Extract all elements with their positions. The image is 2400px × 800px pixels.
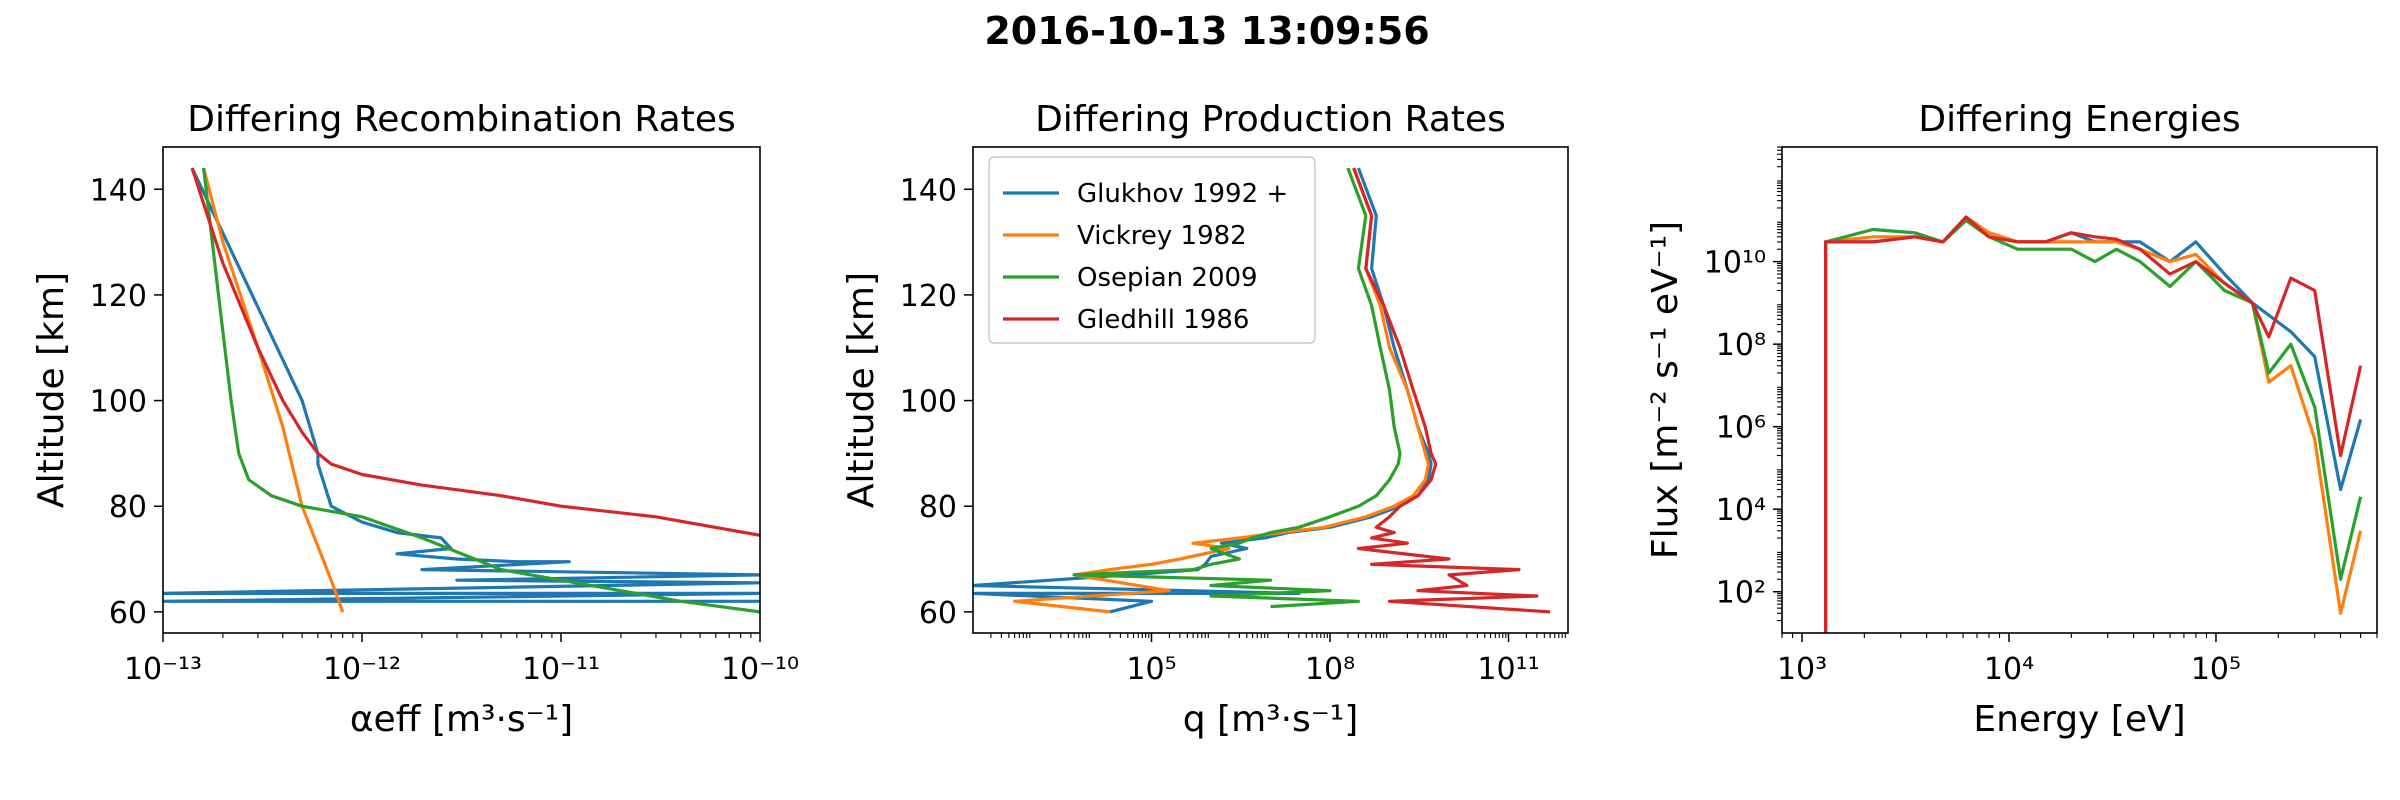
figure-title: 2016-10-13 13:09:56: [984, 9, 1429, 53]
y-tick-label: 140: [900, 173, 957, 208]
plot-frame: [1781, 146, 2378, 634]
x-tick-label: 10⁻¹¹: [522, 652, 600, 687]
plot-title: Differing Recombination Rates: [187, 99, 735, 140]
y-tick-label: 10¹⁰: [1704, 246, 1766, 281]
legend-label-glukhov-1992: Glukhov 1992 +: [1077, 179, 1288, 209]
plot-frame: [972, 146, 1569, 634]
series-line-vickrey-1982: [202, 167, 345, 613]
y-tick-label: 10⁶: [1716, 411, 1766, 446]
series-line-vickrey-1982: [1823, 215, 2363, 633]
y-axis-label: Flux [m⁻² s⁻¹ eV⁻¹]: [1645, 221, 1686, 559]
legend-box: [988, 156, 1316, 344]
y-tick-label: 120: [90, 279, 147, 314]
legend-label-vickrey-1982: Vickrey 1982: [1077, 221, 1247, 251]
y-tick-label: 100: [900, 385, 957, 420]
series-line-gledhill-1986: [1352, 167, 1551, 614]
legend-label-gledhill-1986: Gledhill 1986: [1077, 305, 1249, 335]
y-axis-label: Altitude [km]: [31, 272, 72, 508]
x-tick-label: 10⁵: [1126, 652, 1176, 687]
y-tick-label: 60: [109, 596, 147, 631]
production-rates-plot: 10⁵ 10⁸ 10¹¹ 60 80 100 120 140 Differing Product…: [841, 99, 1569, 740]
x-axis-label: q [m³·s⁻¹]: [1183, 699, 1359, 740]
x-tick-label: 10⁵: [2191, 652, 2241, 687]
series-line-osepian-2009: [1823, 218, 2363, 633]
y-tick-label: 80: [919, 490, 957, 525]
series-line-glukhov-1992: [1823, 215, 2363, 633]
series-line-osepian-2009: [202, 167, 760, 614]
y-tick-label: 60: [919, 596, 957, 631]
y-tick-label: 120: [900, 279, 957, 314]
series-line-osepian-2009: [1072, 167, 1402, 609]
x-tick-label: 10⁻¹³: [124, 652, 202, 687]
energies-plot: 10³ 10⁴ 10⁵ 10² 10⁴ 10⁶ 10⁸ 10¹⁰ Differing Energ…: [1645, 99, 2378, 740]
x-tick-label: 10⁸: [1305, 652, 1355, 687]
recombination-rates-plot: 10⁻¹³ 10⁻¹² 10⁻¹¹ 10⁻¹⁰ 60 80 100 120 140 Differi…: [31, 99, 799, 740]
series-line-vickrey-1982: [1012, 167, 1431, 614]
x-axis-label: αeff [m³·s⁻¹]: [350, 699, 573, 740]
legend-label-osepian-2009: Osepian 2009: [1077, 263, 1258, 293]
y-tick-label: 10⁸: [1716, 328, 1766, 363]
x-tick-label: 10⁴: [1984, 652, 2034, 687]
x-tick-label: 10⁻¹²: [323, 652, 401, 687]
y-tick-label: 10⁴: [1716, 493, 1766, 528]
plot-title: Differing Production Rates: [1035, 99, 1506, 140]
series-line-glukhov-1992: [163, 167, 760, 603]
series-line-gledhill-1986: [190, 167, 760, 537]
plot-title: Differing Energies: [1918, 99, 2240, 140]
x-axis-label: Energy [eV]: [1973, 699, 2185, 740]
x-tick-label: 10⁻¹⁰: [721, 652, 799, 687]
y-axis-label: Altitude [km]: [841, 272, 882, 508]
legend: Glukhov 1992 + Vickrey 1982 Osepian 2009 Gl…: [988, 156, 1316, 344]
plot-frame: [162, 146, 761, 634]
series-line-gledhill-1986: [1823, 215, 2363, 633]
y-tick-label: 80: [109, 490, 147, 525]
x-tick-label: 10¹¹: [1477, 652, 1539, 687]
x-tick-label: 10³: [1777, 652, 1827, 687]
y-tick-label: 10²: [1716, 576, 1766, 611]
y-tick-label: 100: [90, 385, 147, 420]
y-tick-label: 140: [90, 173, 147, 208]
